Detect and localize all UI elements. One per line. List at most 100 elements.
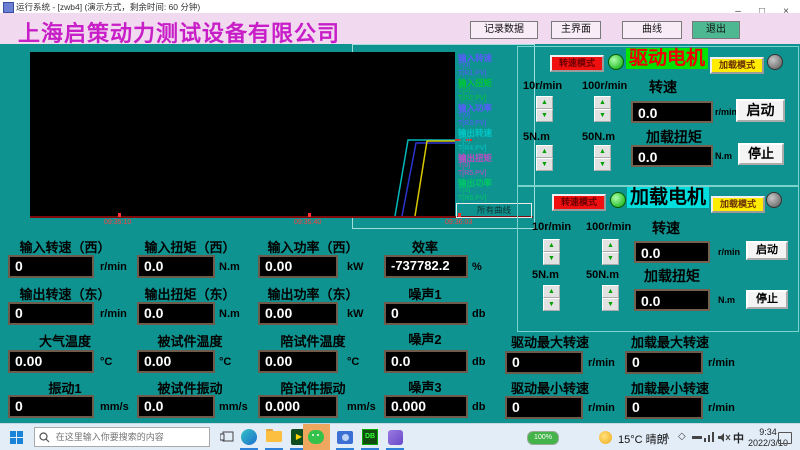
battery-indicator[interactable]: 100%	[527, 431, 559, 445]
spin-down-icon[interactable]: ▼	[536, 158, 553, 171]
spin-down-icon[interactable]: ▼	[536, 109, 553, 122]
start-button[interactable]	[5, 426, 27, 448]
purple-app-icon[interactable]	[384, 426, 406, 448]
drive-speed-step-large-spinner[interactable]: ▲ ▼	[594, 96, 611, 122]
field-label: 被试件温度	[157, 334, 223, 349]
windows-logo-icon	[9, 430, 23, 444]
load-stop-button[interactable]: 停止	[746, 290, 788, 309]
taskbar-clock[interactable]: 9:34 2022/3/10	[744, 427, 792, 449]
field-label: 加载最小转速	[630, 381, 709, 396]
drive-load-mode-led	[767, 54, 783, 70]
drive-torque-step-large-label: 50N.m	[582, 131, 616, 143]
drive-stop-button[interactable]: 停止	[738, 143, 784, 165]
all-curves-button[interactable]: 所有曲线	[456, 203, 532, 218]
taskbar-search[interactable]	[34, 427, 210, 447]
action-center-icon[interactable]	[778, 432, 792, 444]
drive-motor-title: 驱动电机	[626, 48, 709, 69]
edge-browser-icon[interactable]	[238, 426, 260, 448]
legend-label: 输出转速	[458, 128, 493, 138]
load-speed-step-large-spinner[interactable]: ▲ ▼	[602, 239, 619, 265]
file-explorer-icon[interactable]	[263, 426, 285, 448]
field-unit: kW	[347, 261, 364, 273]
field-label: 陪试件温度	[280, 334, 346, 349]
legend-sub: T[0]	[458, 137, 471, 144]
field-unit: db	[472, 401, 486, 413]
spin-up-icon[interactable]: ▲	[602, 285, 619, 298]
x-tickmark	[308, 213, 311, 217]
load-motor-title: 加载电机	[627, 187, 710, 208]
spin-down-icon[interactable]: ▼	[602, 252, 619, 265]
db-app-icon[interactable]: DB	[359, 426, 381, 448]
minimize-button[interactable]: –	[735, 6, 741, 17]
legend-sub: T[0]	[458, 162, 471, 169]
field-label: 输出转速（东）	[19, 287, 111, 302]
field-value: 0.00	[258, 350, 338, 373]
x-tick-label: 09:35:40	[294, 219, 322, 226]
spin-down-icon[interactable]: ▼	[594, 158, 611, 171]
ime-indicator[interactable]: 中	[733, 433, 744, 445]
field-unit: r/min	[708, 357, 735, 369]
task-view-icon[interactable]	[216, 426, 238, 448]
drive-load-mode-button[interactable]: 加载模式	[710, 57, 764, 74]
volume-muted-icon[interactable]	[716, 426, 732, 448]
field-unit: kW	[347, 308, 364, 320]
field-value: 0.0	[137, 255, 215, 278]
camera-glyph	[337, 430, 353, 444]
field-value: 0.00	[258, 255, 338, 278]
spin-down-icon[interactable]: ▼	[543, 298, 560, 311]
load-start-button[interactable]: 启动	[746, 241, 788, 260]
load-speed-step-small-spinner[interactable]: ▲ ▼	[543, 239, 560, 265]
drive-start-button[interactable]: 启动	[736, 99, 785, 122]
load-speed-mode-button[interactable]: 转速模式	[552, 194, 606, 211]
drive-torque-step-large-spinner[interactable]: ▲ ▼	[594, 145, 611, 171]
spin-down-icon[interactable]: ▼	[594, 109, 611, 122]
maximize-button[interactable]: □	[758, 6, 766, 17]
close-button[interactable]: ×	[783, 6, 789, 17]
spin-up-icon[interactable]: ▲	[594, 145, 611, 158]
spin-up-icon[interactable]: ▲	[536, 96, 553, 109]
spin-up-icon[interactable]: ▲	[536, 145, 553, 158]
spin-up-icon[interactable]: ▲	[594, 96, 611, 109]
spin-up-icon[interactable]: ▲	[602, 239, 619, 252]
field-label: 噪声3	[408, 380, 442, 395]
field-unit: db	[472, 308, 486, 320]
field-label: 输入扭矩（西）	[144, 240, 236, 255]
spin-down-icon[interactable]: ▼	[543, 252, 560, 265]
drive-speed-mode-button[interactable]: 转速模式	[550, 55, 604, 72]
network-bars-glyph	[703, 432, 714, 442]
curve-button[interactable]: 曲线	[622, 21, 682, 39]
speaker-mute-glyph	[717, 432, 730, 442]
main-screen-button[interactable]: 主界面	[551, 21, 601, 39]
load-load-mode-button[interactable]: 加载模式	[711, 196, 765, 213]
drive-torque-label: 加载扭矩	[646, 129, 702, 145]
record-data-button[interactable]: 记录数据	[470, 21, 538, 39]
field-value: 0	[625, 351, 703, 374]
x-tick-label: 09:35:10	[104, 219, 132, 226]
legend-label: 输出功率	[458, 178, 493, 188]
tray-battery-icon[interactable]: ▬	[692, 431, 702, 442]
tray-expand-icon[interactable]: ∧	[663, 431, 671, 442]
load-torque-step-small-spinner[interactable]: ▲ ▼	[543, 285, 560, 311]
field-value: 0	[8, 395, 94, 418]
legend-sub: T[R5.PV]	[458, 170, 487, 177]
load-torque-step-large-spinner[interactable]: ▲ ▼	[602, 285, 619, 311]
field-unit: N.m	[219, 308, 240, 320]
network-icon[interactable]	[701, 426, 717, 448]
tray-onedrive-icon[interactable]: ◇	[678, 431, 686, 442]
wechat-icon[interactable]	[305, 426, 327, 448]
db-glyph: DB	[362, 429, 378, 445]
field-unit: r/min	[100, 308, 127, 320]
spin-up-icon[interactable]: ▲	[543, 285, 560, 298]
field-label: 陪试件振动	[280, 381, 346, 396]
drive-torque-step-small-spinner[interactable]: ▲ ▼	[536, 145, 553, 171]
field-value: 0.000	[384, 395, 468, 418]
field-value: 0.000	[258, 395, 338, 418]
weather-text[interactable]: 15°C 晴朗	[618, 434, 668, 446]
spin-up-icon[interactable]: ▲	[543, 239, 560, 252]
drive-speed-step-small-spinner[interactable]: ▲ ▼	[536, 96, 553, 122]
search-input[interactable]	[53, 431, 205, 443]
spin-down-icon[interactable]: ▼	[602, 298, 619, 311]
exit-button[interactable]: 退出	[692, 21, 740, 39]
legend-sub: T[0]	[458, 112, 471, 119]
camera-app-icon[interactable]	[334, 426, 356, 448]
